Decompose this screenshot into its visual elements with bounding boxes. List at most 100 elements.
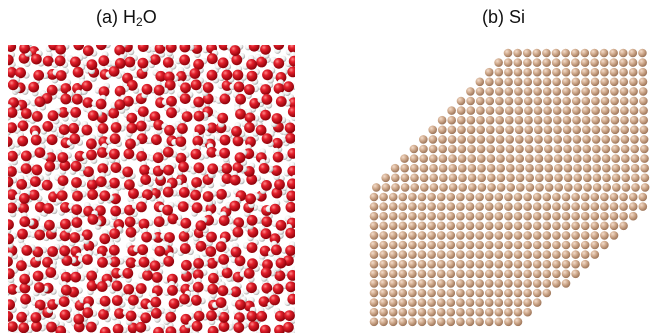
silicon-atom	[484, 202, 494, 211]
silicon-atom	[561, 67, 571, 77]
oxygen-atom	[260, 228, 272, 240]
oxygen-atom	[96, 281, 108, 292]
oxygen-atom	[44, 161, 56, 172]
oxygen-atom	[114, 45, 126, 56]
oxygen-atom	[285, 201, 295, 213]
oxygen-atom	[114, 308, 125, 319]
silicon-atom	[583, 173, 592, 183]
hydrogen-atom	[10, 38, 17, 45]
silicon-atom	[408, 288, 417, 298]
silicon-atom	[496, 183, 506, 192]
oxygen-atom	[215, 297, 227, 308]
silicon-atom	[486, 144, 496, 154]
oxygen-atom	[59, 309, 71, 321]
silicon-atom	[515, 135, 524, 144]
oxygen-atom	[17, 228, 28, 240]
silicon-atom	[542, 279, 552, 288]
oxygen-atom	[70, 160, 82, 172]
silicon-atom	[504, 77, 513, 87]
silicon-atom	[571, 96, 581, 106]
silicon-atom	[446, 259, 456, 269]
silicon-atom	[487, 173, 496, 183]
oxygen-atom	[122, 267, 134, 279]
oxygen-atom	[262, 69, 273, 81]
oxygen-atom	[244, 122, 255, 133]
oxygen-atom	[193, 58, 205, 70]
silicon-atom	[600, 192, 609, 202]
silicon-atom	[563, 144, 572, 154]
oxygen-atom	[137, 106, 149, 117]
oxygen-atom	[125, 138, 136, 150]
silicon-atom	[485, 87, 494, 96]
silicon-atom	[465, 250, 475, 259]
silicon-atom	[629, 96, 639, 106]
oxygen-atom	[43, 203, 54, 214]
oxygen-atom	[99, 326, 111, 333]
hydrogen-atom	[295, 153, 302, 160]
oxygen-atom	[56, 190, 68, 202]
silicon-atom	[631, 173, 640, 183]
oxygen-atom	[229, 174, 241, 186]
silicon-atom	[609, 211, 619, 221]
silicon-atom	[543, 115, 552, 125]
silicon-atom	[427, 240, 436, 250]
oxygen-atom	[193, 96, 205, 108]
oxygen-atom	[246, 214, 258, 226]
silicon-atom	[522, 48, 532, 58]
silicon-atom	[562, 87, 571, 96]
silicon-atom	[388, 288, 398, 298]
silicon-atom	[552, 96, 562, 106]
silicon-atom	[562, 115, 572, 125]
oxygen-atom	[86, 149, 97, 161]
oxygen-atom	[99, 233, 111, 245]
silicon-atom	[532, 211, 542, 221]
oxygen-atom	[33, 69, 45, 81]
silicon-atom	[456, 250, 465, 259]
silicon-atom	[436, 259, 446, 269]
oxygen-atom	[271, 187, 283, 199]
silicon-atom	[436, 192, 446, 202]
silicon-atom	[590, 211, 600, 221]
oxygen-atom	[97, 147, 108, 158]
silicon-atom	[496, 173, 506, 183]
silicon-atom	[494, 250, 504, 259]
oxygen-atom	[219, 134, 231, 146]
oxygen-atom	[128, 188, 139, 199]
silicon-atom	[436, 231, 446, 240]
silicon-atom	[524, 106, 533, 115]
oxygen-atom	[8, 122, 17, 134]
silicon-atom	[515, 154, 524, 163]
silicon-atom	[369, 211, 379, 221]
silicon-atom	[447, 115, 457, 125]
silicon-atom	[494, 77, 504, 87]
silicon-atom	[484, 279, 494, 288]
silicon-atom	[408, 192, 417, 202]
oxygen-atom	[233, 217, 245, 229]
oxygen-atom	[192, 135, 204, 147]
silicon-atom	[398, 231, 408, 240]
silicon-atom	[543, 125, 553, 135]
oxygen-atom	[163, 255, 175, 267]
oxygen-atom	[260, 109, 271, 121]
silicon-atom	[582, 125, 591, 135]
silicon-atom	[447, 135, 457, 144]
silicon-atom	[552, 77, 561, 87]
silicon-atom	[369, 298, 379, 307]
oxygen-atom	[95, 45, 107, 51]
silicon-atom	[525, 154, 534, 163]
oxygen-atom	[193, 110, 205, 122]
oxygen-atom	[261, 94, 273, 105]
silicon-atom	[561, 211, 571, 221]
oxygen-atom	[16, 260, 27, 272]
hydrogen-atom	[0, 258, 5, 265]
oxygen-atom	[16, 179, 28, 190]
oxygen-atom	[31, 111, 43, 122]
oxygen-atom	[41, 179, 53, 191]
silicon-atom	[427, 202, 436, 211]
silicon-atom	[408, 231, 417, 240]
silicon-atom	[427, 298, 436, 307]
silicon-atom	[524, 135, 534, 144]
silicon-atom	[388, 317, 398, 327]
silicon-atom	[619, 192, 628, 202]
silicon-atom	[429, 173, 439, 183]
